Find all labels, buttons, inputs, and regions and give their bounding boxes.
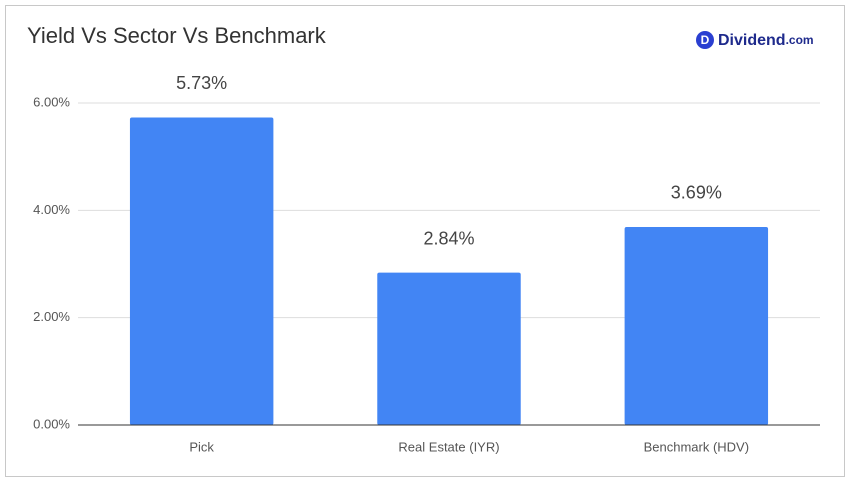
- x-tick-label: Real Estate (IYR): [398, 439, 499, 454]
- logo-name: Dividend: [718, 32, 786, 49]
- value-label: 3.69%: [671, 183, 722, 203]
- bar: [377, 272, 521, 425]
- y-tick-label: 2.00%: [33, 309, 70, 324]
- logo-icon: D: [701, 33, 710, 47]
- x-tick-label: Benchmark (HDV): [644, 439, 749, 454]
- bar: [624, 226, 769, 425]
- logo: D Dividend.com: [696, 31, 814, 49]
- bar: [129, 117, 274, 426]
- x-tick-label: Pick: [189, 439, 214, 454]
- y-tick-label: 6.00%: [33, 94, 70, 109]
- logo-suffix: .com: [786, 33, 814, 47]
- value-label: 2.84%: [423, 228, 474, 248]
- logo-circle: [696, 31, 714, 49]
- y-tick-label: 4.00%: [33, 202, 70, 217]
- chart-title: Yield Vs Sector Vs Benchmark: [27, 23, 327, 48]
- value-label: 5.73%: [176, 73, 227, 93]
- logo-text: Dividend.com: [718, 32, 814, 49]
- y-tick-label: 0.00%: [33, 416, 70, 431]
